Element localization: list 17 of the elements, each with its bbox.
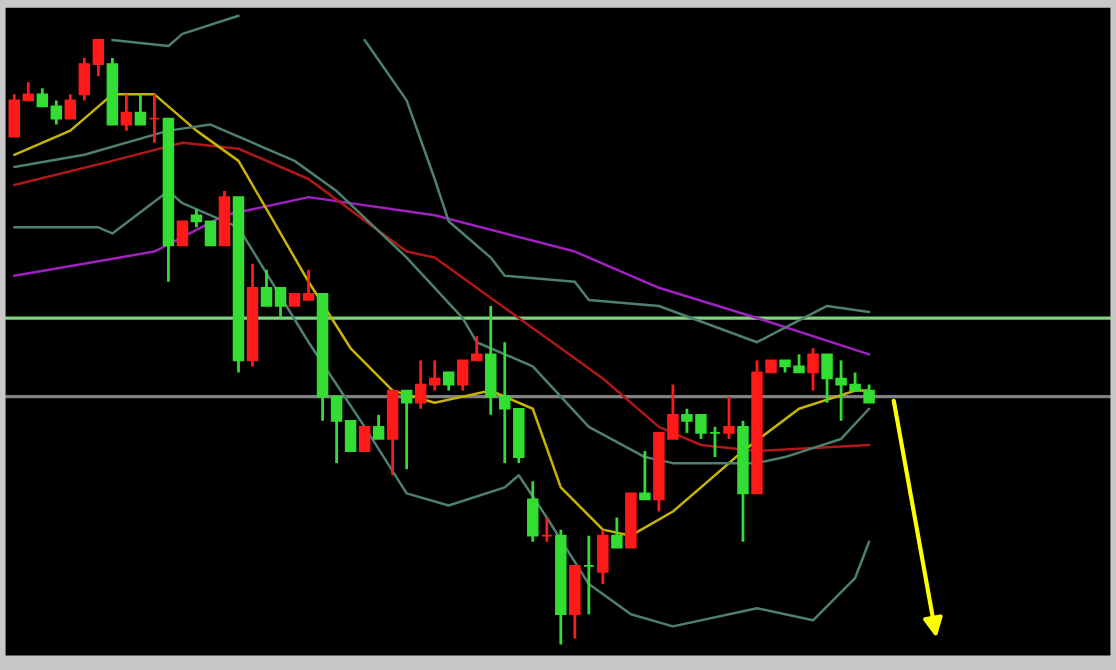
candlestick	[611, 516, 623, 550]
candlestick	[148, 92, 161, 145]
candlestick	[64, 92, 77, 120]
candlestick	[583, 534, 595, 616]
candlestick	[120, 92, 133, 133]
candlestick	[442, 371, 455, 392]
candlestick	[372, 413, 385, 441]
candlestick	[639, 449, 651, 501]
candlestick	[400, 389, 413, 471]
candlestick	[176, 220, 189, 247]
candlestick	[597, 528, 609, 586]
candlestick	[541, 516, 553, 544]
candlestick	[527, 479, 539, 544]
candlestick	[807, 346, 819, 392]
candlestick	[134, 92, 147, 126]
candlestick	[358, 426, 371, 452]
candlestick	[723, 395, 735, 441]
